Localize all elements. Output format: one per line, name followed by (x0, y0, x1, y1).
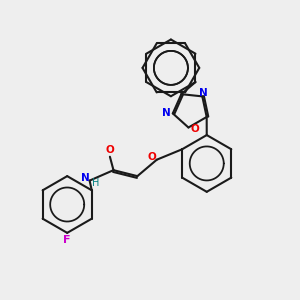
Text: O: O (190, 124, 200, 134)
Text: F: F (64, 235, 71, 245)
Text: N: N (200, 88, 208, 98)
Text: H: H (92, 178, 100, 188)
Text: O: O (106, 145, 114, 155)
Text: N: N (162, 108, 171, 118)
Text: O: O (147, 152, 156, 162)
Text: N: N (81, 173, 89, 183)
